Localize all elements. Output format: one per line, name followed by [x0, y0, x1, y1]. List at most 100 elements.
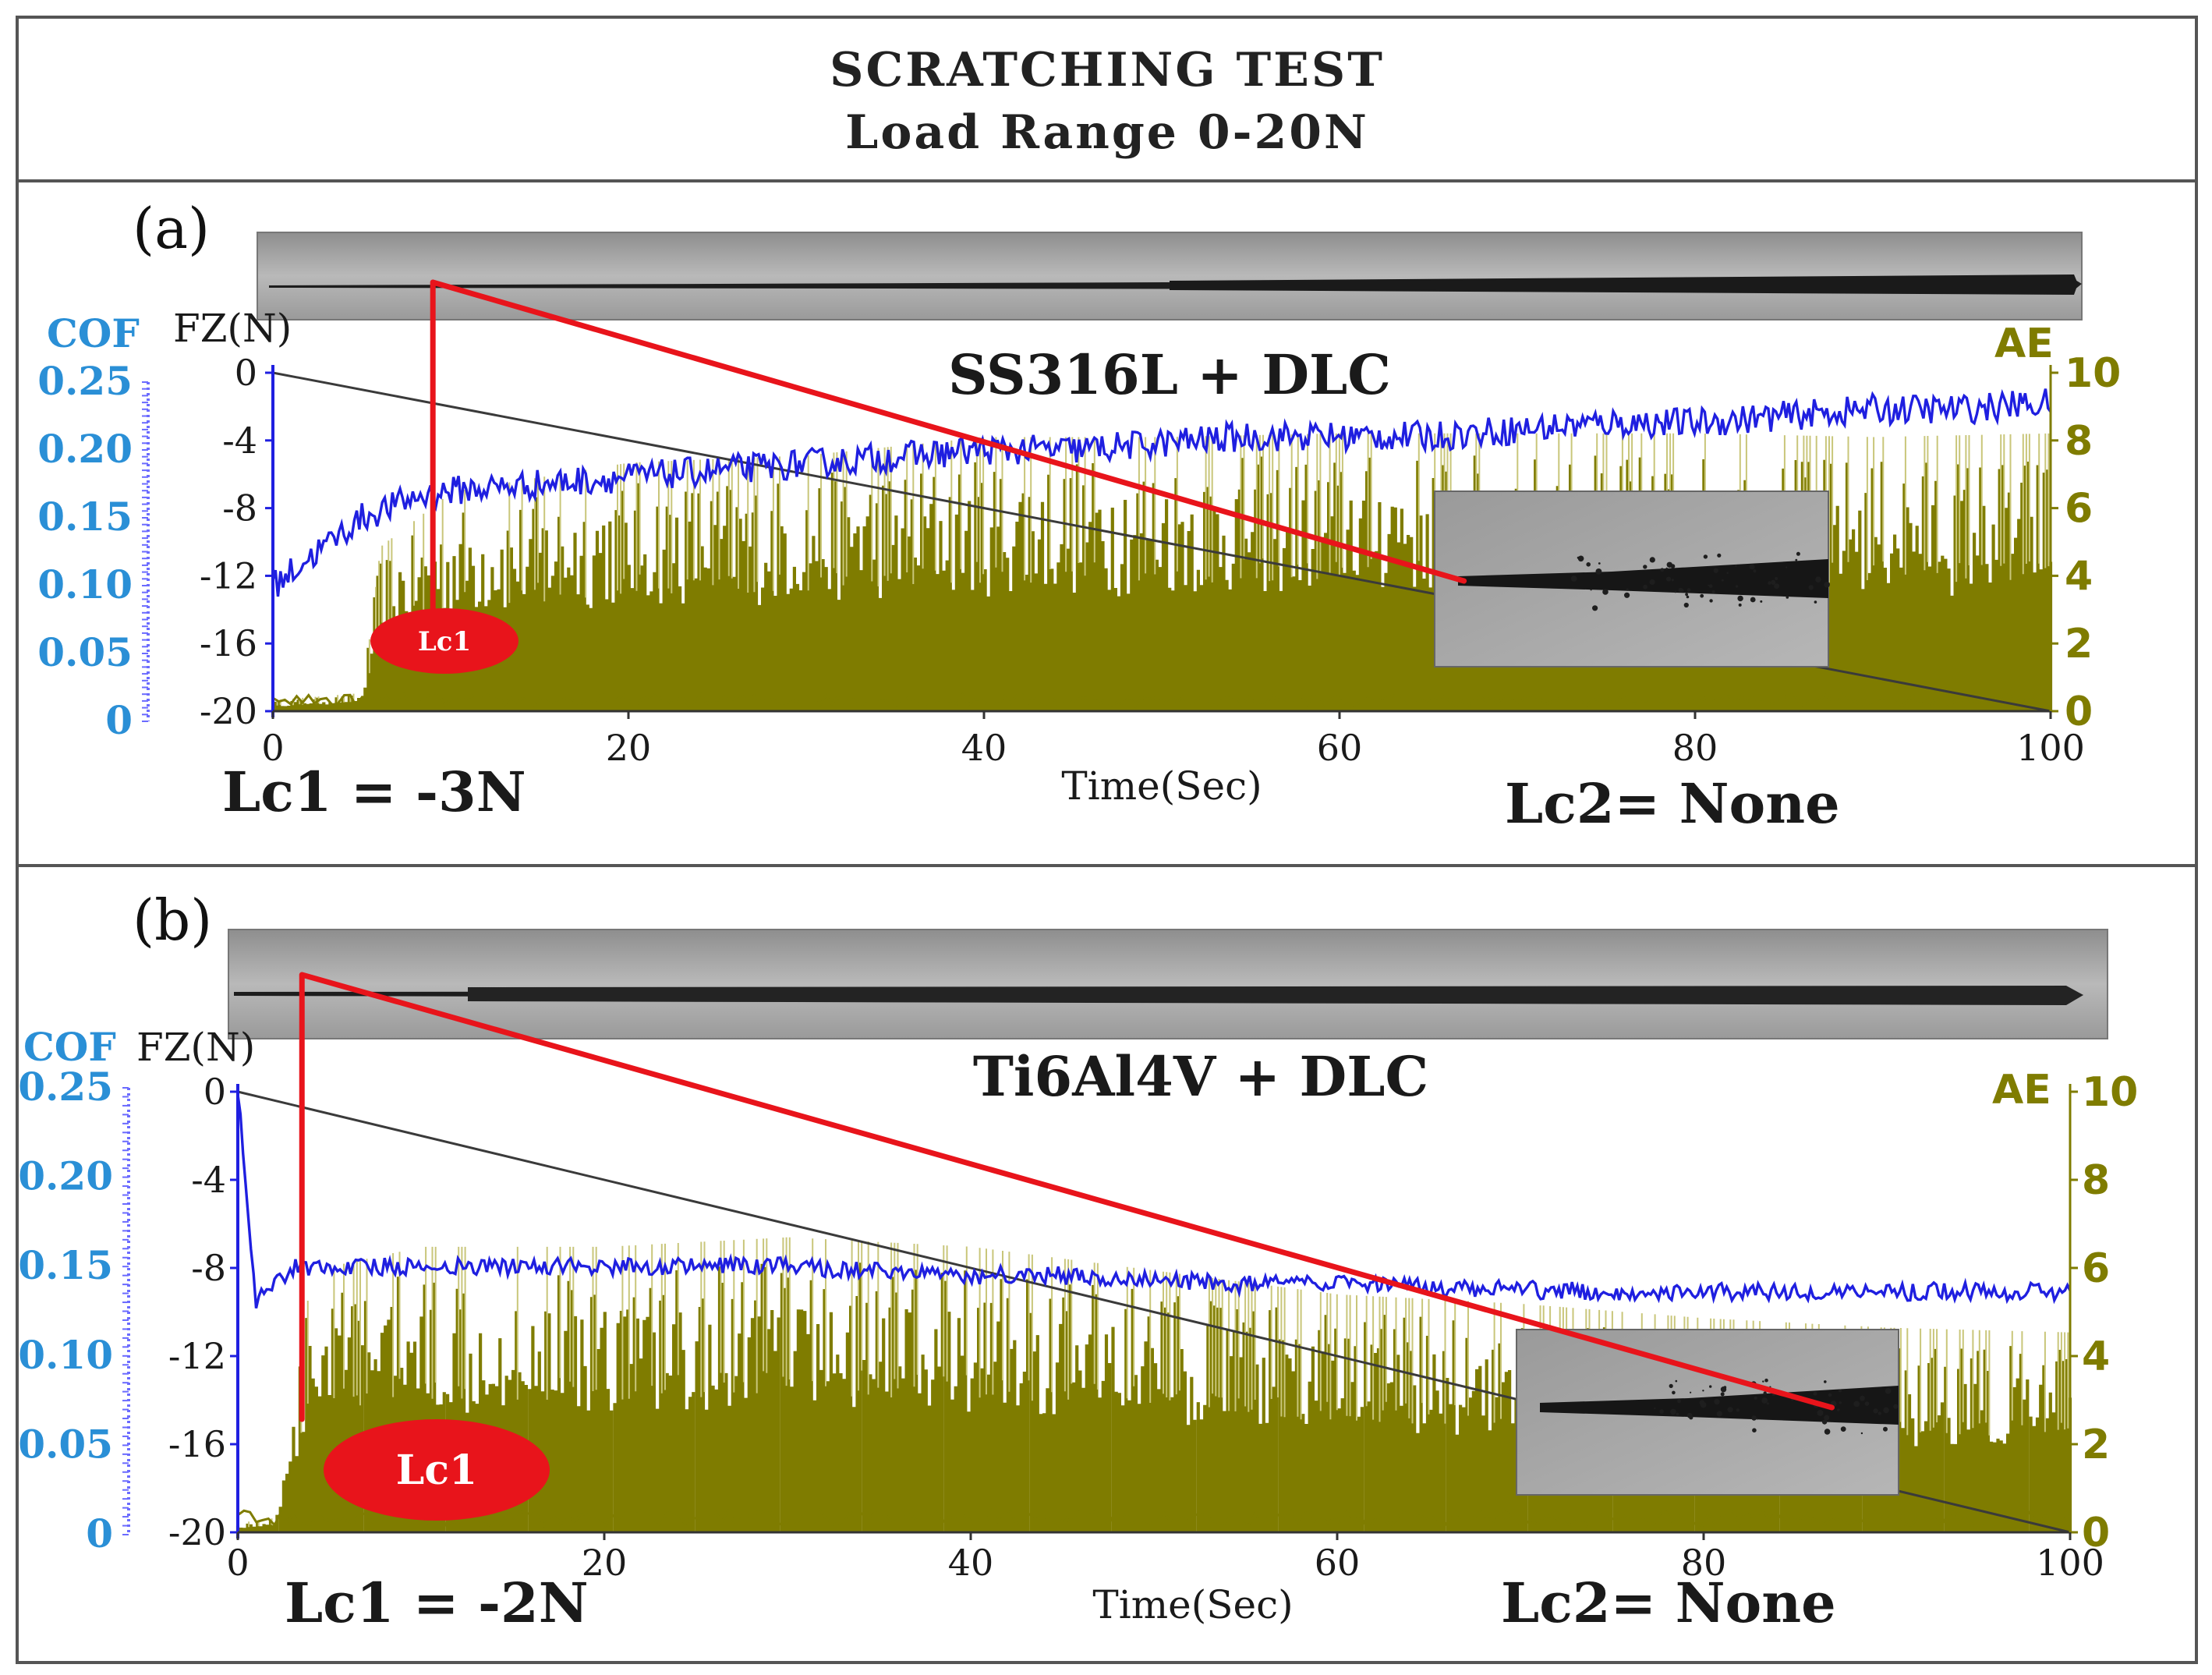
panel-a-inset-debris — [1643, 584, 1648, 590]
panel-b-fz-tick-label: -16 — [168, 1423, 226, 1465]
panel-a: (a) SS316L + DLC COF FZ(N) AE 0.250.200.… — [37, 196, 2121, 836]
panel-b-cof-tick-label: 0.15 — [18, 1242, 113, 1288]
panel-b-inset-debris — [1883, 1426, 1888, 1432]
panel-a-fz-tick-label: -20 — [200, 690, 257, 732]
panel-a-inset-debris — [1708, 584, 1710, 586]
panel-a-inset-debris — [1577, 555, 1584, 562]
panel-b-inset-debris — [1654, 1407, 1656, 1410]
panel-b-inset-debris — [1837, 1408, 1840, 1411]
panel-b-inset-debris — [1817, 1409, 1824, 1416]
panel-b-ae-baseline — [237, 1508, 2071, 1528]
panel-a-inset-debris — [1711, 590, 1715, 593]
panel-a-fz-tick-label: -4 — [222, 420, 257, 462]
panel-b-inset-debris — [1689, 1415, 1694, 1420]
panel-b-inset-debris — [1676, 1412, 1679, 1416]
panel-b-x-tick-label: 20 — [582, 1542, 628, 1584]
panel-a-inset-debris — [1660, 568, 1665, 572]
panel-b-inset-debris — [1752, 1428, 1757, 1432]
panel-b-fz-tick-label: -4 — [191, 1159, 226, 1201]
panel-a-inset-debris — [1771, 579, 1775, 583]
panel-a-inset-debris — [1796, 551, 1800, 556]
panel-b-inset-debris — [1761, 1397, 1768, 1404]
panel-a-ae-tick-label: 8 — [2065, 418, 2093, 465]
panel-a-inset-debris — [1570, 575, 1577, 582]
panel-a-inset-debris — [1686, 588, 1691, 592]
panel-a-inset-debris — [1686, 595, 1690, 599]
panel-b-inset-debris — [1840, 1426, 1846, 1432]
panel-b-inset-debris — [1702, 1390, 1704, 1392]
panel-a-lc1-pointer — [430, 279, 1467, 611]
panel-a-inset-debris — [1685, 593, 1689, 597]
panel-b-inset-debris — [1860, 1432, 1863, 1435]
panel-b-x-tick-label: 0 — [226, 1542, 249, 1584]
panel-a-inset-debris — [1786, 566, 1788, 568]
panel-b-inset-debris — [1659, 1409, 1664, 1414]
panel-b-inset-debris — [1672, 1390, 1676, 1395]
panel-a-scratch-strip — [257, 232, 2083, 320]
panel-a-inset-debris — [1592, 605, 1598, 611]
panel-a-inset-debris — [1815, 576, 1821, 583]
panel-a-fz-tick-label: -12 — [200, 554, 257, 597]
panel-a-x-tick-label: 40 — [961, 727, 1007, 769]
figure-subtitle: Load Range 0-20N — [845, 105, 1369, 160]
panel-b-scratch-strip — [228, 929, 2108, 1039]
panel-a-cof-tick-label: 0.05 — [37, 629, 133, 675]
panel-a-fz-tick-label: 0 — [235, 352, 257, 394]
panel-b-lc1-oval-label: Lc1 — [396, 1447, 477, 1494]
panel-b-inset-debris — [1883, 1407, 1889, 1414]
panel-a-lc1-oval — [370, 608, 518, 674]
panel-a-x-tick-label: 0 — [261, 727, 284, 769]
panel-b-ae-tick-label: 2 — [2082, 1422, 2110, 1468]
panel-b-inset-debris — [1873, 1408, 1878, 1414]
panel-a-fz-label: FZ(N) — [173, 306, 292, 351]
panel-b-lc1-oval — [324, 1419, 550, 1521]
panel-b-inset-debris — [1716, 1411, 1722, 1417]
panel-b-inset-debris — [1824, 1429, 1831, 1435]
panel-b-inset-debris — [1736, 1408, 1740, 1412]
panel-b-label: (b) — [133, 887, 212, 953]
panel-a-inset-debris — [1713, 568, 1718, 573]
panel-b-cof-tick-label: 0 — [86, 1510, 113, 1556]
panel-b-inset-debris — [1839, 1389, 1842, 1393]
panel-b-inset-debris — [1709, 1385, 1712, 1388]
panel-a-x-tick-label: 80 — [1672, 727, 1718, 769]
panel-a-inset-debris — [1717, 553, 1722, 558]
panel-b-inset-debris — [1762, 1380, 1764, 1383]
panel-a-inset-debris — [1703, 554, 1708, 559]
panel-a-inset-debris — [1749, 564, 1755, 570]
panel-a-ae-tick-label: 10 — [2065, 350, 2121, 397]
panel-b-x-tick-label: 40 — [948, 1542, 994, 1584]
panel-b-inset-debris — [1824, 1415, 1830, 1421]
panel-b-inset-debris — [1860, 1395, 1865, 1401]
panel-b-xlabel: Time(Sec) — [1092, 1582, 1293, 1627]
panel-b-inset-debris — [1690, 1391, 1692, 1393]
panel-a-inset-debris — [1708, 584, 1713, 588]
panel-a-ae-tick-label: 6 — [2065, 486, 2093, 533]
panel-a-inset-debris — [1750, 597, 1756, 603]
panel-b-inset-debris — [1864, 1401, 1870, 1406]
panel-a-ae-baseline — [272, 692, 2051, 709]
panel-b-sample-title: Ti6Al4V + DLC — [973, 1044, 1428, 1109]
panel-b-ae-tick-label: 4 — [2082, 1333, 2110, 1380]
panel-b-inset-debris — [1723, 1386, 1727, 1389]
panel-a-inset-debris — [1595, 568, 1602, 575]
panel-b-inset-debris — [1714, 1398, 1720, 1405]
panel-b-ae-label: AE — [1992, 1067, 2051, 1114]
panel-b-cof-tick-label: 0.25 — [18, 1064, 113, 1110]
panel-b-fz-tick-label: -8 — [191, 1247, 226, 1289]
panel-a-inset-debris — [1670, 564, 1676, 568]
panel-a-inset-debris — [1774, 583, 1780, 590]
panel-a-inset-debris — [1624, 592, 1630, 598]
panel-a-inset-debris — [1590, 589, 1592, 591]
panel-b-inset-debris — [1828, 1393, 1832, 1397]
panel-b-fz-label: FZ(N) — [136, 1025, 255, 1070]
panel-a-label: (a) — [133, 196, 210, 261]
panel-a-inset-debris — [1737, 595, 1743, 602]
panel-b-fz-tick-label: -12 — [168, 1335, 226, 1377]
panel-a-cof-tick-label: 0.25 — [37, 358, 133, 404]
panel-a-inset-debris — [1586, 562, 1591, 567]
panel-a-x-tick-label: 20 — [606, 727, 652, 769]
panel-a-inset-debris — [1735, 585, 1739, 588]
panel-b-cof-tick-label: 0.10 — [18, 1332, 113, 1378]
